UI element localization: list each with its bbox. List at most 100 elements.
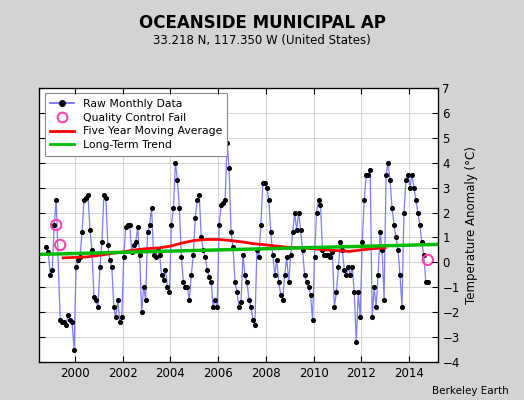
Point bbox=[189, 252, 198, 258]
Point bbox=[72, 264, 80, 270]
Point bbox=[362, 172, 370, 178]
Point bbox=[62, 322, 70, 328]
Point bbox=[382, 172, 390, 178]
Point bbox=[44, 249, 52, 256]
Point bbox=[129, 242, 138, 248]
Point bbox=[289, 229, 297, 236]
Point bbox=[418, 239, 426, 246]
Point bbox=[384, 160, 392, 166]
Point bbox=[163, 284, 172, 290]
Point bbox=[270, 272, 279, 278]
Point bbox=[56, 316, 64, 323]
Point bbox=[191, 214, 200, 221]
Point bbox=[269, 252, 277, 258]
Point bbox=[348, 264, 356, 270]
Point bbox=[197, 234, 205, 241]
Point bbox=[187, 272, 195, 278]
Point bbox=[423, 257, 432, 263]
Point bbox=[285, 279, 293, 286]
Point bbox=[352, 339, 361, 345]
Point bbox=[132, 239, 140, 246]
Point bbox=[380, 296, 388, 303]
Point bbox=[239, 252, 247, 258]
Point bbox=[370, 284, 378, 290]
Point bbox=[207, 279, 215, 286]
Point bbox=[260, 180, 269, 186]
Point bbox=[292, 227, 301, 233]
Point bbox=[74, 257, 82, 263]
Point bbox=[199, 247, 208, 253]
Point bbox=[185, 296, 193, 303]
Y-axis label: Temperature Anomaly (°C): Temperature Anomaly (°C) bbox=[465, 146, 478, 304]
Point bbox=[310, 254, 319, 260]
Point bbox=[410, 184, 418, 191]
Point bbox=[408, 172, 416, 178]
Point bbox=[297, 227, 305, 233]
Point bbox=[403, 172, 412, 178]
Point bbox=[241, 272, 249, 278]
Point bbox=[307, 292, 315, 298]
Point bbox=[245, 296, 253, 303]
Point bbox=[209, 304, 217, 310]
Point bbox=[227, 229, 235, 236]
Point bbox=[183, 284, 192, 290]
Point bbox=[346, 272, 355, 278]
Point bbox=[294, 209, 303, 216]
Point bbox=[320, 252, 329, 258]
Point bbox=[394, 247, 402, 253]
Point bbox=[94, 304, 102, 310]
Point bbox=[114, 296, 122, 303]
Point bbox=[171, 160, 180, 166]
Point bbox=[151, 254, 160, 260]
Point bbox=[249, 316, 257, 323]
Point bbox=[302, 279, 311, 286]
Point bbox=[136, 252, 144, 258]
Point bbox=[300, 272, 309, 278]
Point bbox=[338, 247, 346, 253]
Point bbox=[388, 204, 396, 211]
Point bbox=[64, 312, 72, 318]
Point bbox=[161, 267, 170, 273]
Point bbox=[423, 279, 432, 286]
Point bbox=[203, 267, 211, 273]
Legend: Raw Monthly Data, Quality Control Fail, Five Year Moving Average, Long-Term Tren: Raw Monthly Data, Quality Control Fail, … bbox=[45, 94, 227, 156]
Point bbox=[416, 222, 424, 228]
Point bbox=[374, 272, 383, 278]
Point bbox=[406, 184, 414, 191]
Point bbox=[193, 197, 201, 203]
Point bbox=[235, 304, 243, 310]
Point bbox=[144, 229, 152, 236]
Point bbox=[56, 242, 64, 248]
Point bbox=[149, 252, 158, 258]
Point bbox=[372, 304, 380, 310]
Point bbox=[392, 234, 400, 241]
Point bbox=[147, 204, 156, 211]
Point bbox=[145, 222, 154, 228]
Point bbox=[141, 296, 150, 303]
Point bbox=[400, 209, 408, 216]
Text: OCEANSIDE MUNICIPAL AP: OCEANSIDE MUNICIPAL AP bbox=[138, 14, 386, 32]
Point bbox=[340, 267, 348, 273]
Point bbox=[344, 264, 353, 270]
Point bbox=[396, 272, 404, 278]
Point bbox=[90, 294, 98, 300]
Point bbox=[221, 197, 230, 203]
Point bbox=[217, 202, 225, 208]
Point bbox=[250, 322, 259, 328]
Point bbox=[82, 194, 90, 201]
Point bbox=[422, 279, 430, 286]
Point bbox=[324, 252, 333, 258]
Point bbox=[80, 197, 88, 203]
Point bbox=[342, 272, 351, 278]
Point bbox=[326, 254, 335, 260]
Point bbox=[117, 314, 126, 320]
Point bbox=[159, 277, 168, 283]
Point bbox=[110, 304, 118, 310]
Point bbox=[354, 289, 363, 296]
Point bbox=[304, 284, 313, 290]
Point bbox=[314, 197, 323, 203]
Point bbox=[330, 304, 339, 310]
Point bbox=[231, 279, 239, 286]
Point bbox=[76, 254, 84, 260]
Point bbox=[157, 272, 166, 278]
